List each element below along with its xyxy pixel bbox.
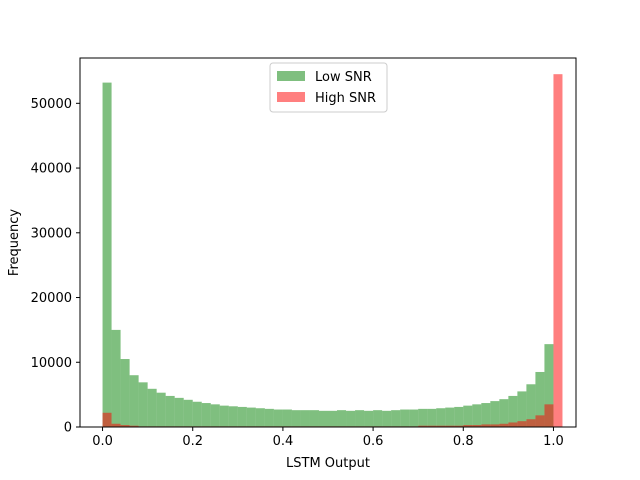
bar-high-snr-bin-48 (535, 415, 545, 427)
bar-low-snr-bin-29 (364, 410, 374, 427)
bar-low-snr-bin-9 (183, 399, 193, 427)
x-tick-label: 0.0 (92, 434, 113, 449)
x-tick-label: 1.0 (543, 434, 564, 449)
y-ticks: 0 10000 20000 30000 40000 50000 (31, 97, 80, 436)
bar-low-snr-bin-21 (291, 410, 301, 427)
bar-low-snr-bin-23 (309, 410, 319, 427)
bar-low-snr-bin-36 (427, 408, 437, 427)
bar-low-snr-bin-32 (391, 410, 401, 427)
legend-swatch-low-snr (277, 71, 305, 81)
legend-label-low-snr: Low SNR (315, 70, 372, 85)
bar-low-snr-bin-34 (409, 409, 419, 427)
bar-low-snr-bin-47 (526, 384, 536, 427)
bar-low-snr-bin-17 (255, 408, 265, 427)
bar-high-snr-bin-49 (544, 404, 554, 427)
bar-high-snr-bin-1 (111, 423, 121, 427)
legend-label-high-snr: High SNR (315, 91, 376, 106)
bar-low-snr-bin-40 (463, 405, 473, 427)
bar-high-snr-bin-38 (445, 425, 455, 427)
bar-low-snr-bin-11 (201, 403, 211, 427)
bar-low-snr-bin-46 (517, 391, 527, 427)
bar-high-snr-bin-40 (463, 425, 473, 427)
axes-frame (79, 57, 577, 428)
bar-low-snr-bin-15 (237, 406, 247, 427)
bar-low-snr-bin-28 (355, 410, 365, 427)
bar-high-snr-bin-0 (102, 412, 112, 427)
bar-low-snr-bin-45 (508, 395, 518, 427)
bar-low-snr-bin-44 (499, 399, 509, 427)
y-tick-label: 0 (64, 421, 72, 436)
bar-low-snr-bin-41 (472, 404, 482, 427)
bar-low-snr-bin-6 (156, 392, 166, 427)
x-ticks: 0.0 0.2 0.4 0.6 0.8 1.0 (92, 427, 564, 449)
bar-high-snr-bin-42 (481, 424, 491, 427)
bar-high-snr-bin-2 (120, 425, 130, 427)
bar-low-snr-bin-3 (129, 375, 139, 427)
bar-low-snr-bin-16 (246, 407, 256, 427)
y-axis-label: Frequency (7, 209, 22, 276)
y-tick-label: 50000 (31, 97, 72, 112)
bar-high-snr-bin-47 (526, 419, 536, 427)
bar-high-snr-bin-36 (427, 425, 437, 427)
bar-high-snr-bin-45 (508, 422, 518, 427)
bar-high-snr-bin-41 (472, 425, 482, 427)
legend-swatch-high-snr (277, 92, 305, 102)
bar-low-snr-bin-39 (454, 406, 464, 427)
x-tick-label: 0.8 (453, 434, 474, 449)
bar-low-snr-bin-38 (445, 407, 455, 427)
bar-low-snr-bin-22 (300, 410, 310, 427)
bar-high-snr-bin-37 (436, 425, 446, 427)
y-tick-label: 10000 (31, 356, 72, 371)
y-tick-label: 30000 (31, 226, 72, 241)
bar-high-snr-bin-46 (517, 421, 527, 427)
bar-low-snr-bin-2 (120, 359, 130, 427)
bar-low-snr-bin-1 (111, 329, 121, 427)
bar-low-snr-bin-24 (318, 410, 328, 427)
bar-low-snr-bin-0 (102, 82, 112, 427)
x-tick-label: 0.2 (182, 434, 203, 449)
bar-high-snr-bin-44 (499, 423, 509, 427)
bar-high-snr-bin-3 (129, 425, 139, 427)
bar-low-snr-bin-43 (490, 401, 500, 427)
bar-low-snr-bin-14 (228, 406, 238, 427)
bar-low-snr-bin-5 (147, 388, 157, 427)
bar-low-snr-bin-49 (544, 344, 554, 427)
x-tick-label: 0.4 (273, 434, 294, 449)
bar-low-snr-bin-12 (210, 404, 220, 427)
x-tick-label: 0.6 (363, 434, 384, 449)
bar-low-snr-bin-30 (373, 410, 383, 427)
bar-low-snr-bin-48 (535, 371, 545, 427)
bar-high-snr-bin-50 (553, 74, 563, 428)
bar-low-snr-bin-42 (481, 403, 491, 427)
bar-low-snr-bin-20 (282, 409, 292, 427)
bar-low-snr-bin-27 (346, 410, 356, 427)
bar-high-snr-bin-43 (490, 424, 500, 427)
legend: Low SNR High SNR (269, 62, 388, 113)
series-low-snr (102, 82, 554, 427)
x-axis-label: LSTM Output (286, 456, 370, 471)
bar-low-snr-bin-8 (174, 397, 184, 427)
bar-low-snr-bin-35 (418, 408, 428, 427)
bar-low-snr-bin-19 (273, 409, 283, 427)
bar-low-snr-bin-7 (165, 395, 175, 427)
bar-low-snr-bin-13 (219, 405, 229, 427)
bar-low-snr-bin-4 (138, 382, 148, 427)
y-tick-label: 40000 (31, 162, 72, 177)
bar-low-snr-bin-18 (264, 408, 274, 427)
y-tick-label: 20000 (31, 291, 72, 306)
bar-low-snr-bin-10 (192, 401, 202, 427)
bar-low-snr-bin-26 (337, 410, 347, 427)
bar-low-snr-bin-37 (436, 408, 446, 427)
bar-high-snr-bin-35 (418, 425, 428, 427)
bar-low-snr-bin-31 (382, 410, 392, 427)
bar-high-snr-bin-39 (454, 425, 464, 427)
bar-low-snr-bin-33 (400, 409, 410, 427)
bar-low-snr-bin-25 (328, 410, 338, 427)
